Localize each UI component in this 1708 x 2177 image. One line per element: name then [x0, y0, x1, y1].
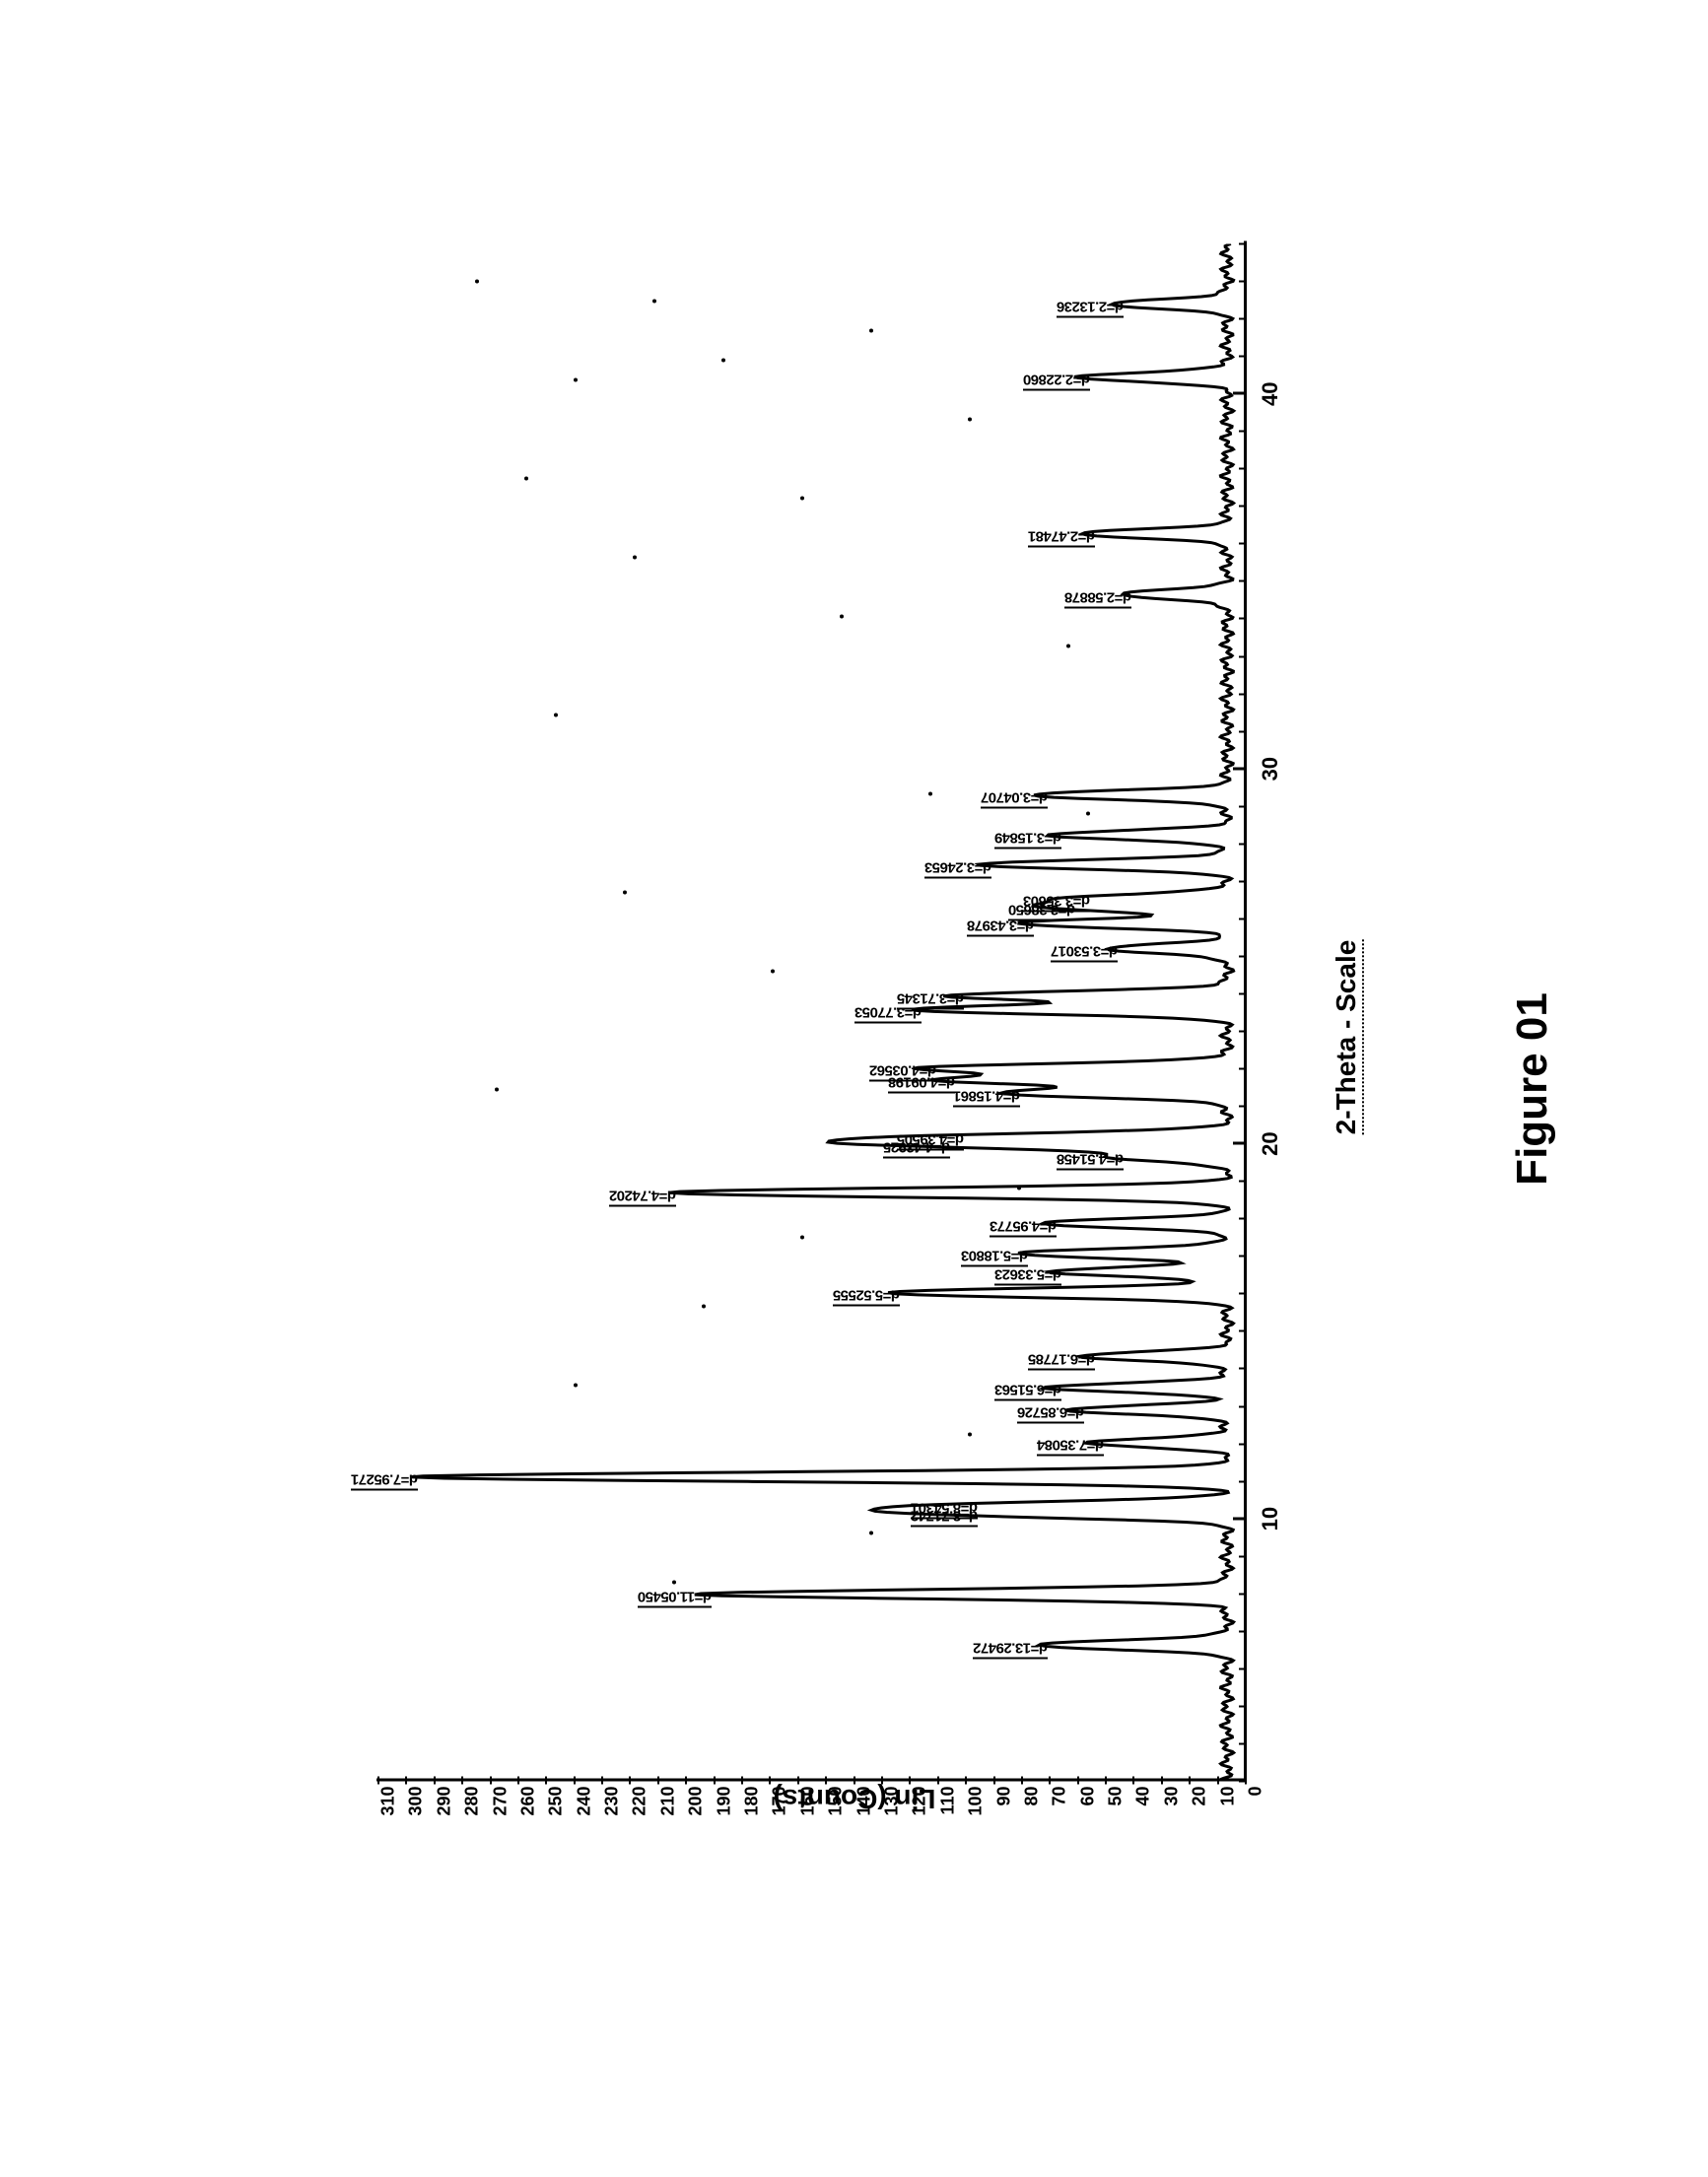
- y-tick-label: 40: [1132, 1786, 1153, 1840]
- peak-d-label: d=2.58878: [1064, 588, 1131, 608]
- peak-d-label: d=4.51458: [1057, 1151, 1124, 1171]
- y-tick-label: 220: [629, 1786, 649, 1840]
- peak-d-label: d=3.24653: [924, 858, 991, 878]
- y-tick-label: 140: [854, 1786, 874, 1840]
- y-tick-label: 170: [769, 1786, 789, 1840]
- peak-d-label: d=4.95773: [989, 1217, 1056, 1237]
- x-tick-label: 40: [1258, 381, 1283, 405]
- y-tick-label: 280: [461, 1786, 482, 1840]
- peak-d-label: d=6.17785: [1028, 1350, 1095, 1370]
- y-tick-label: 30: [1161, 1786, 1182, 1840]
- y-tick-label: 190: [714, 1786, 734, 1840]
- y-tick-label: 300: [405, 1786, 426, 1840]
- peak-d-label: d=3.04707: [981, 788, 1048, 808]
- spectrum-line: [376, 243, 1244, 1781]
- y-tick-label: 70: [1049, 1786, 1069, 1840]
- y-tick-label: 150: [825, 1786, 846, 1840]
- xrd-plot: Lin (Counts) 2-Theta - Scale 01020304050…: [337, 174, 1372, 1899]
- y-tick-label: 230: [601, 1786, 622, 1840]
- y-tick-label: 20: [1189, 1786, 1209, 1840]
- peak-d-label: d=13.29472: [973, 1639, 1048, 1659]
- x-tick-label: 30: [1258, 756, 1283, 780]
- peak-d-label: d=6.85726: [1017, 1403, 1084, 1423]
- y-tick-label: 50: [1105, 1786, 1126, 1840]
- y-tick-label: 180: [741, 1786, 762, 1840]
- x-tick-label: 10: [1258, 1506, 1283, 1530]
- y-tick-label: 80: [1021, 1786, 1042, 1840]
- peak-d-label: d=8.54301: [911, 1499, 978, 1519]
- peak-d-label: d=11.05450: [638, 1588, 712, 1607]
- page: Lin (Counts) 2-Theta - Scale 01020304050…: [0, 0, 1708, 2177]
- y-tick-label: 10: [1217, 1786, 1238, 1840]
- x-axis-label-text: 2-Theta - Scale: [1331, 939, 1364, 1134]
- peak-d-label: d=5.52555: [832, 1286, 899, 1306]
- y-tick-label: 60: [1077, 1786, 1098, 1840]
- peak-d-label: d=2.13236: [1057, 298, 1124, 317]
- peak-d-label: d=5.18803: [961, 1247, 1028, 1266]
- y-tick-label: 90: [993, 1786, 1014, 1840]
- peak-d-label: d=4.74202: [608, 1187, 675, 1206]
- figure-caption: Figure 01: [1508, 992, 1557, 1186]
- peak-d-label: d=6.51563: [994, 1382, 1061, 1401]
- x-tick-label: 20: [1258, 1131, 1283, 1155]
- peak-d-label: d=4.03562: [868, 1061, 935, 1081]
- y-tick-label: 130: [881, 1786, 902, 1840]
- y-tick-label: 250: [545, 1786, 566, 1840]
- x-axis-label: 2-Theta - Scale: [1331, 939, 1362, 1134]
- peak-d-label: d=2.22860: [1023, 371, 1090, 390]
- peak-d-label: d=3.71345: [897, 989, 964, 1009]
- y-tick-label: 310: [377, 1786, 398, 1840]
- peak-d-label: d=2.47481: [1028, 527, 1095, 547]
- y-tick-label: 200: [685, 1786, 706, 1840]
- y-tick-label: 120: [909, 1786, 929, 1840]
- peak-d-label: d=4.39505: [897, 1130, 964, 1150]
- y-tick-label: 290: [434, 1786, 454, 1840]
- y-tick-label: 240: [574, 1786, 594, 1840]
- y-tick-label: 100: [965, 1786, 986, 1840]
- y-tick-label: 210: [657, 1786, 678, 1840]
- peak-d-label: d=3.35603: [1023, 892, 1090, 912]
- y-tick-label: 160: [797, 1786, 818, 1840]
- y-tick-label: 110: [937, 1786, 958, 1840]
- peak-d-label: d=7.95271: [351, 1470, 418, 1490]
- y-tick-label: 270: [490, 1786, 511, 1840]
- y-tick-label: 0: [1245, 1786, 1265, 1840]
- peak-d-label: d=4.15861: [953, 1087, 1020, 1107]
- y-tick-label: 260: [517, 1786, 538, 1840]
- peak-d-label: d=3.15849: [994, 829, 1061, 849]
- peak-d-label: d=5.33623: [994, 1265, 1061, 1285]
- peak-d-label: d=3.53017: [1051, 942, 1118, 962]
- peak-d-label: d=7.35084: [1037, 1436, 1104, 1456]
